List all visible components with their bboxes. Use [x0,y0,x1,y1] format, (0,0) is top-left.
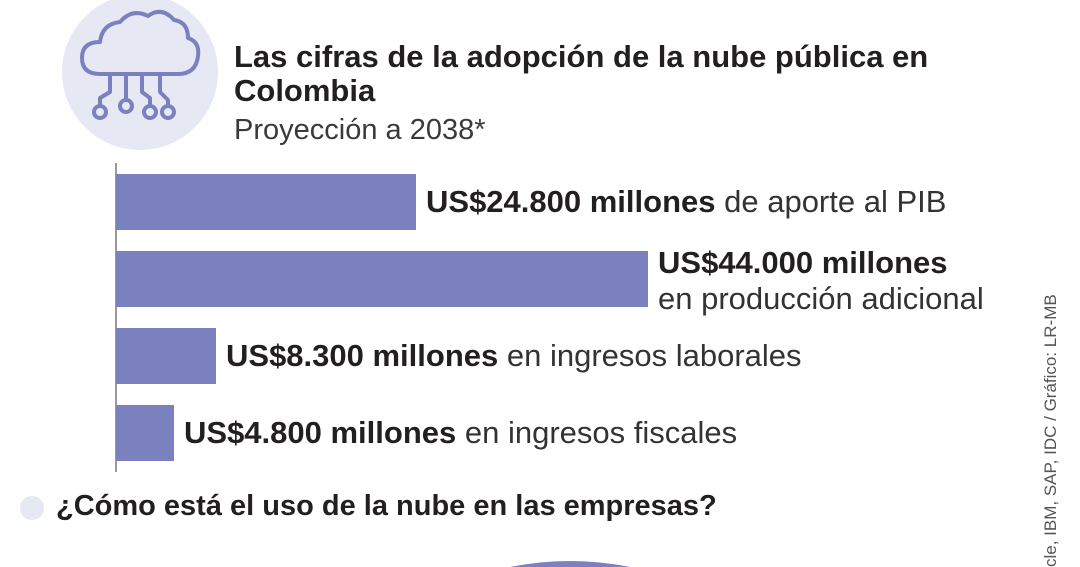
bar-3 [116,328,216,384]
bar-value: US$4.800 millones [184,415,457,450]
bar-category: en producción adicional [658,281,984,316]
bar-2 [116,251,648,307]
bar-4 [116,405,174,461]
source-credit: cle, IBM, SAP, IDC / Gráfico: LR-MB [1041,294,1060,567]
bar-1 [116,174,416,230]
bar-label-3: US$8.300 millones en ingresos laborales [226,338,802,374]
bar-value: US$24.800 millones [426,184,716,219]
pie-chart-peek [510,561,630,567]
bar-label-4: US$4.800 millones en ingresos fiscales [184,415,737,451]
chart-title: Las cifras de la adopción de la nube púb… [234,39,929,108]
bar-category: en ingresos laborales [498,338,802,373]
section-title: ¿Cómo está el uso de la nube en las empr… [56,490,717,522]
bar-category: en ingresos fiscales [456,415,738,450]
bar-value: US$8.300 millones [226,338,499,373]
cloud-network-icon [62,0,218,150]
bullet-dot-icon [20,496,44,520]
bar-label-2: US$44.000 millones en producción adiciona… [658,245,984,317]
bar-label-1: US$24.800 millones de aporte al PIB [426,184,946,220]
chart-subtitle: Proyección a 2038* [234,114,486,146]
bar-category: de aporte al PIB [715,184,947,219]
bar-value: US$44.000 millones [658,245,948,280]
